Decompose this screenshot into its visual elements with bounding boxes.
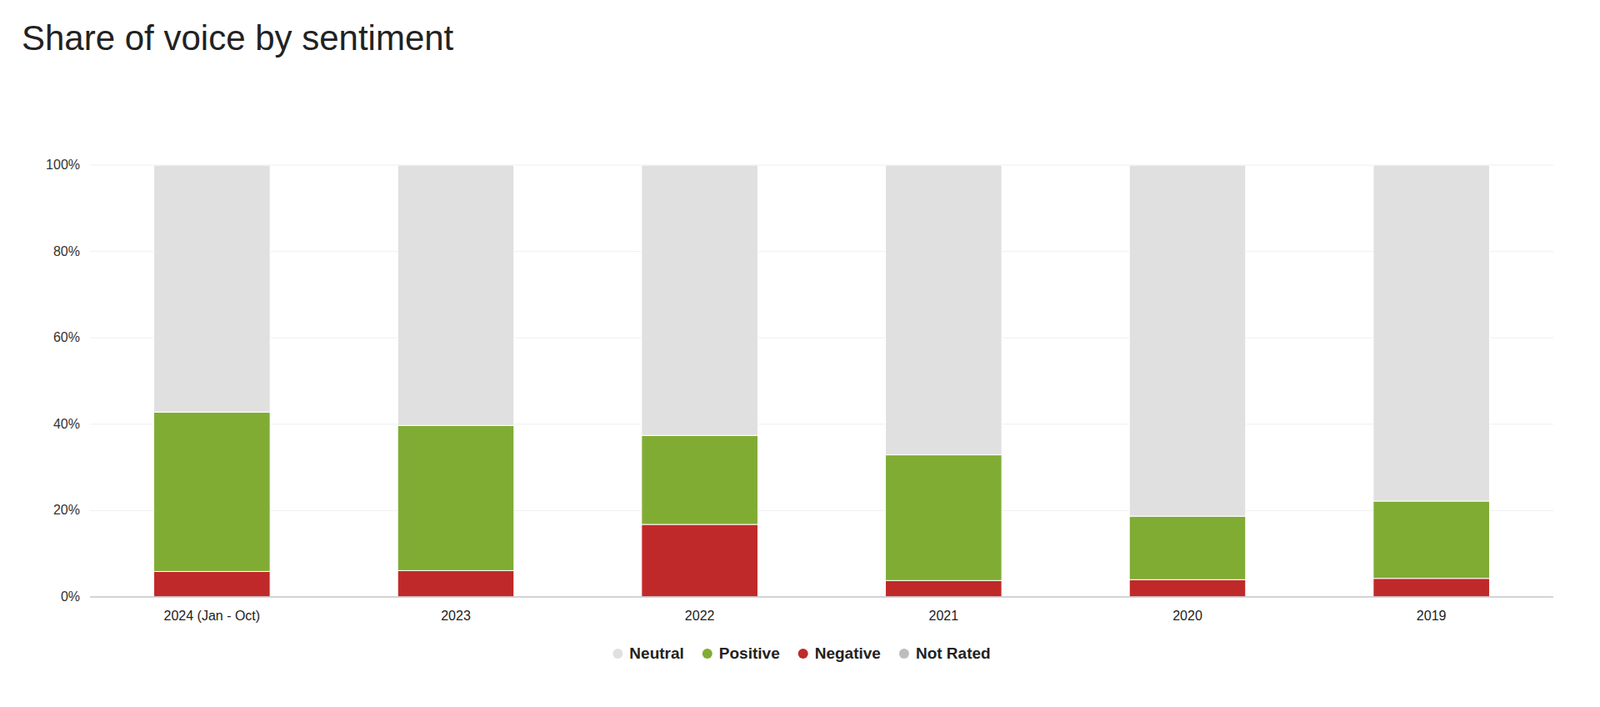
bar-segment	[154, 570, 271, 597]
bar-segment	[1129, 165, 1246, 516]
grid-line	[90, 596, 1554, 598]
chart: Share of voice by sentiment 0% 20% 40% 60% 80…	[0, 0, 1600, 707]
bar-segment	[397, 425, 515, 570]
x-tick-label: 2020	[1172, 608, 1203, 623]
y-tick-label: 40%	[53, 416, 80, 431]
grid-line	[90, 337, 1554, 339]
bar-segment	[641, 435, 759, 525]
bar-segment	[885, 455, 1003, 581]
legend-label: Neutral	[629, 644, 684, 662]
legend: Neutral Positive Negative Not Rated	[612, 644, 990, 662]
bar-segment	[154, 411, 271, 571]
x-tick-label: 2024 (Jan - Oct)	[164, 608, 261, 623]
bar-segment	[641, 165, 759, 435]
bars	[154, 165, 1490, 597]
legend-label: Negative	[815, 644, 881, 662]
y-tick-label: 20%	[53, 502, 80, 517]
y-tick-label: 80%	[53, 244, 80, 259]
bar-segment	[1129, 579, 1246, 597]
bar-segment	[1373, 500, 1490, 579]
bar-segment	[1129, 515, 1246, 580]
legend-label: Positive	[719, 644, 780, 662]
x-tick-label: 2021	[929, 608, 960, 623]
y-tick-label: 0%	[60, 589, 80, 604]
x-tick-label: 2022	[685, 608, 715, 623]
bar-segment	[1373, 578, 1490, 597]
x-tick-label: 2019	[1416, 608, 1447, 623]
y-tick-label: 60%	[53, 330, 80, 345]
legend-label: Not Rated	[915, 644, 991, 662]
grid-line	[90, 250, 1554, 252]
bar-segment	[1373, 165, 1490, 501]
title: Share of voice by sentiment	[21, 18, 455, 58]
legend-marker	[612, 648, 623, 659]
x-tick-label: 2023	[440, 608, 471, 623]
bar-segment	[885, 165, 1003, 455]
bar-segment	[885, 580, 1003, 597]
x-axis	[90, 595, 1554, 598]
legend-marker	[798, 648, 809, 659]
chart-root: Share of voice by sentiment 0% 20% 40% 60% 80…	[0, 0, 1600, 707]
grid-line	[90, 165, 1554, 166]
legend-marker	[899, 648, 910, 659]
bar-segment	[397, 165, 515, 425]
legend-marker	[702, 648, 713, 659]
y-tick-label: 100%	[45, 157, 80, 172]
grid-line	[90, 423, 1554, 425]
bar-segment	[397, 570, 515, 597]
bar-segment	[641, 524, 759, 597]
grid-line	[90, 510, 1554, 511]
bar-segment	[154, 165, 271, 412]
